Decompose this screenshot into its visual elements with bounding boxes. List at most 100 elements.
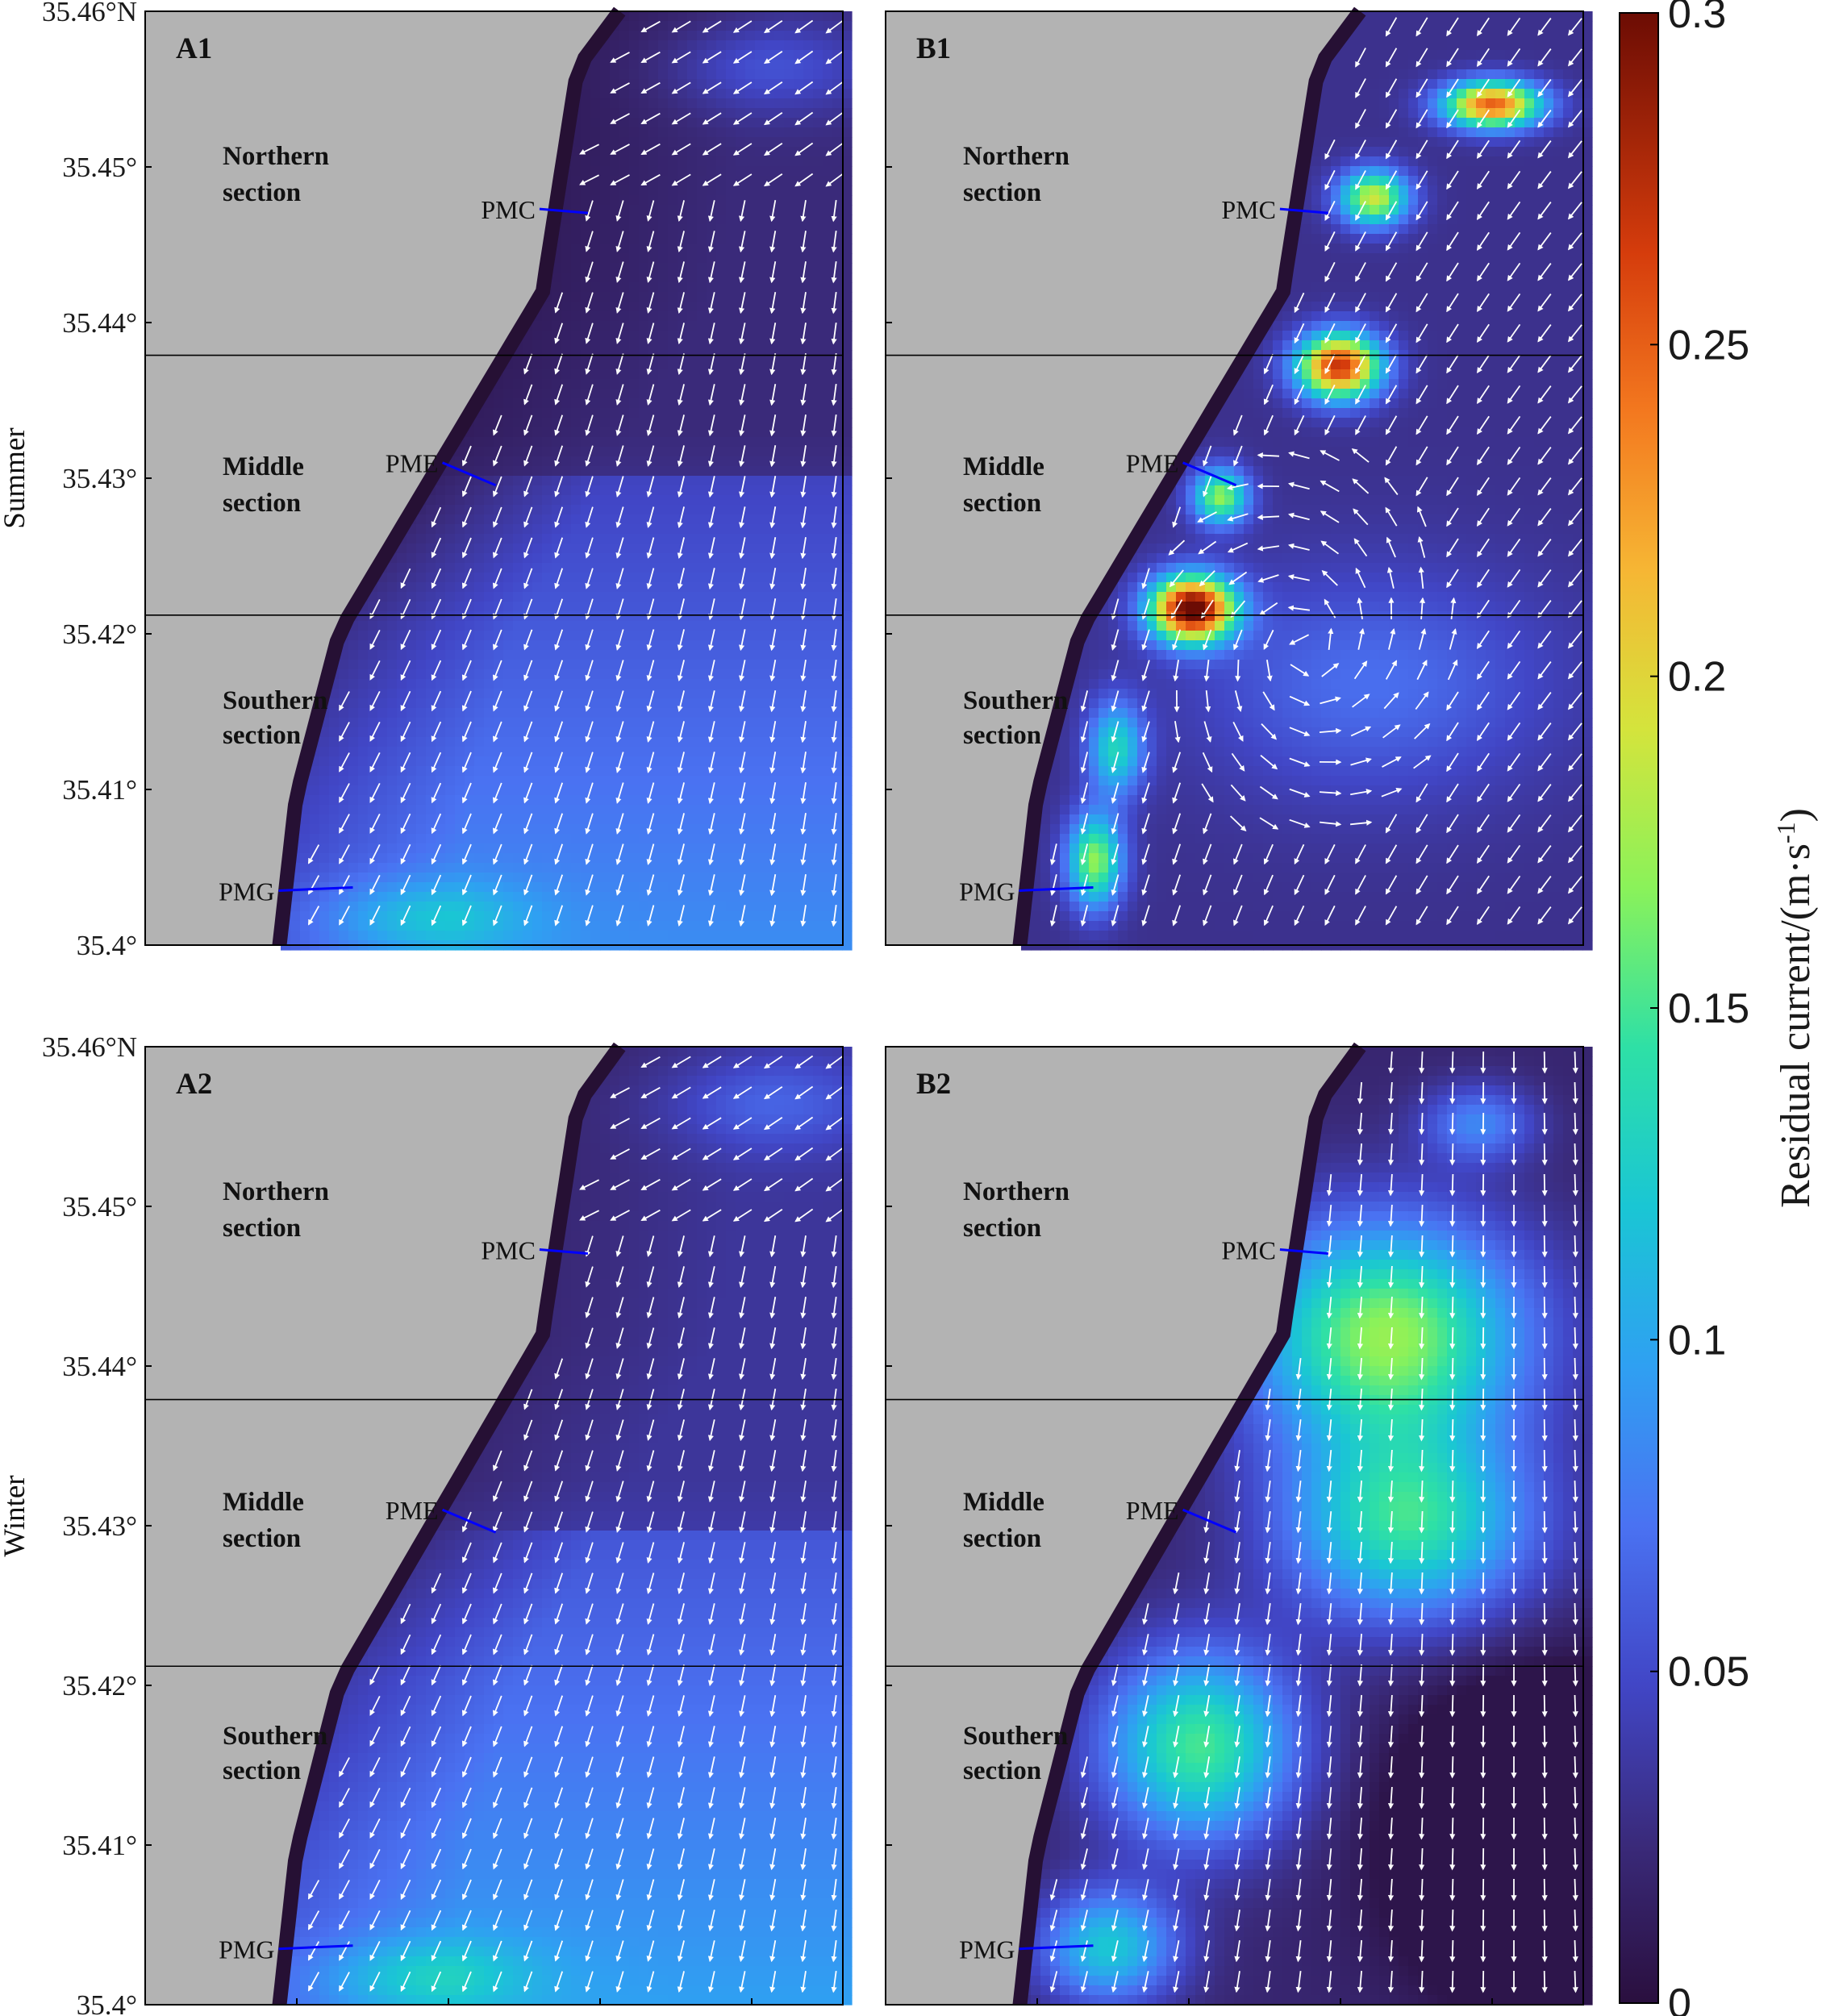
lat-tick-label: 35.42° xyxy=(62,619,137,650)
lat-tick-label: 35.44° xyxy=(62,307,137,339)
station-label-pme: PME xyxy=(1126,449,1179,478)
lat-tick-label: 35.43° xyxy=(62,463,137,494)
lon-tick-label: 119.58° xyxy=(557,2014,644,2016)
station-transect-pme xyxy=(441,461,497,487)
station-transect-pmg xyxy=(1019,885,1094,892)
station-transect-pmg xyxy=(278,885,353,892)
section-label-southern: Southern xyxy=(223,686,327,715)
section-label-middle-sub: section xyxy=(223,1524,301,1553)
station-transect-pme xyxy=(441,1508,497,1534)
map-panel-b2: B2 Northern section Middle section Southern se… xyxy=(842,1042,1593,2016)
section-label-northern-sub: section xyxy=(223,178,301,207)
colorbar: 0.3 0.25 0.2 0.15 0.1 0.05 0 Residual current/(… xyxy=(1619,0,1819,2016)
colorbar-tick-label: 0 xyxy=(1668,1981,1691,2016)
section-label-northern: Northern xyxy=(223,142,329,171)
station-label-pme: PME xyxy=(1126,1496,1179,1525)
section-label-middle-sub: section xyxy=(963,489,1041,518)
station-transect-pmc xyxy=(1279,207,1329,215)
station-label-pmc: PMC xyxy=(481,1235,536,1264)
lon-tick-label: 119.57° xyxy=(1145,2014,1233,2016)
station-transect-pmc xyxy=(539,1248,589,1255)
colorbar-tick-label: 0.05 xyxy=(1668,1649,1749,1696)
current-vectors xyxy=(1049,17,1582,927)
lon-tick-label: 119.55° xyxy=(842,2014,930,2016)
lat-tick-label: 35.41° xyxy=(62,774,137,806)
lat-tick-label: 35.4° xyxy=(77,930,137,961)
lon-tick-label: 119.56° xyxy=(253,2014,341,2016)
station-transect-pmg xyxy=(1019,1944,1094,1951)
current-speed-field xyxy=(1021,11,1593,951)
section-label-middle: Middle xyxy=(223,1488,304,1517)
station-transect-pmc xyxy=(539,207,589,215)
map-panel-a1: A1 Northern section Middle section Southern se… xyxy=(42,0,853,961)
section-label-northern-sub: section xyxy=(963,1214,1041,1243)
row-label-winter: Winter xyxy=(0,1475,31,1556)
lon-tick-label: 119.58° xyxy=(1297,2014,1385,2016)
station-transect-pmc xyxy=(1279,1248,1329,1255)
section-label-southern-sub: section xyxy=(963,721,1041,750)
lon-tick-label: 119.59°E xyxy=(1440,2014,1545,2016)
lat-tick-label: 35.45° xyxy=(62,152,137,183)
panel-label: B1 xyxy=(916,32,951,65)
station-label-pmc: PMC xyxy=(1221,1235,1276,1264)
coastal-fringe xyxy=(272,1042,626,2006)
section-label-northern: Northern xyxy=(223,1177,329,1206)
coastal-fringe xyxy=(1012,6,1366,947)
section-label-southern-sub: section xyxy=(963,1756,1041,1785)
station-label-pmc: PMC xyxy=(1221,195,1276,224)
section-label-middle: Middle xyxy=(223,452,304,481)
panel-label: A1 xyxy=(176,32,212,65)
panel-label: B2 xyxy=(916,1068,951,1101)
station-label-pmg: PMG xyxy=(959,877,1015,906)
section-label-middle-sub: section xyxy=(223,489,301,518)
station-label-pme: PME xyxy=(386,449,439,478)
lon-tick-label: 119.57° xyxy=(405,2014,493,2016)
lon-tick-label: 119.55° xyxy=(102,2014,190,2016)
section-label-northern-sub: section xyxy=(963,178,1041,207)
station-label-pme: PME xyxy=(386,1496,439,1525)
lat-tick-label: 35.46°N xyxy=(42,0,137,27)
section-label-northern-sub: section xyxy=(223,1214,301,1243)
coastal-fringe xyxy=(1012,1042,1366,2006)
current-vectors xyxy=(307,1055,844,1993)
colorbar-title: Residual current/(m·s-1) xyxy=(1771,808,1819,1208)
lat-tick-label: 35.44° xyxy=(62,1351,137,1382)
lat-tick-label: 35.46°N xyxy=(42,1031,137,1063)
current-vectors xyxy=(307,19,844,927)
station-transect-pmg xyxy=(278,1944,353,1951)
section-label-southern: Southern xyxy=(223,1722,327,1751)
section-label-southern-sub: section xyxy=(223,1756,301,1785)
station-transect-pme xyxy=(1182,461,1237,487)
lon-tick-label: 119.56° xyxy=(994,2014,1082,2016)
section-label-middle: Middle xyxy=(963,452,1044,481)
lat-tick-label: 35.43° xyxy=(62,1510,137,1542)
colorbar-tick-label: 0.25 xyxy=(1668,322,1749,369)
lat-tick-label: 35.42° xyxy=(62,1670,137,1702)
lat-tick-label: 35.4° xyxy=(77,1989,137,2016)
map-panel-a2: A2 Northern section Middle section Southern se… xyxy=(42,1031,853,2016)
section-label-southern-sub: section xyxy=(223,721,301,750)
section-label-northern: Northern xyxy=(963,1177,1069,1206)
colorbar-tick-label: 0.2 xyxy=(1668,654,1726,701)
map-panel-b1: B1 Northern section Middle section Southern se… xyxy=(885,6,1593,951)
panel-label: A2 xyxy=(176,1068,212,1101)
colorbar-tick-label: 0.3 xyxy=(1668,0,1726,37)
section-label-northern: Northern xyxy=(963,142,1069,171)
lon-tick-label: 119.59°E xyxy=(699,2014,804,2016)
section-label-middle-sub: section xyxy=(963,1524,1041,1553)
colorbar-tick-label: 0.15 xyxy=(1668,985,1749,1032)
station-label-pmg: PMG xyxy=(219,877,274,906)
section-label-southern: Southern xyxy=(963,686,1068,715)
station-label-pmg: PMG xyxy=(219,1935,274,1964)
colorbar-tick-label: 0.1 xyxy=(1668,1317,1726,1364)
station-label-pmc: PMC xyxy=(481,195,536,224)
current-vectors xyxy=(1049,1051,1578,1993)
coastal-fringe xyxy=(272,6,626,947)
section-label-middle: Middle xyxy=(963,1488,1044,1517)
station-transect-pme xyxy=(1182,1508,1237,1534)
lat-tick-label: 35.41° xyxy=(62,1830,137,1861)
row-label-summer: Summer xyxy=(0,427,31,528)
station-label-pmg: PMG xyxy=(959,1935,1015,1964)
lat-tick-label: 35.45° xyxy=(62,1191,137,1223)
